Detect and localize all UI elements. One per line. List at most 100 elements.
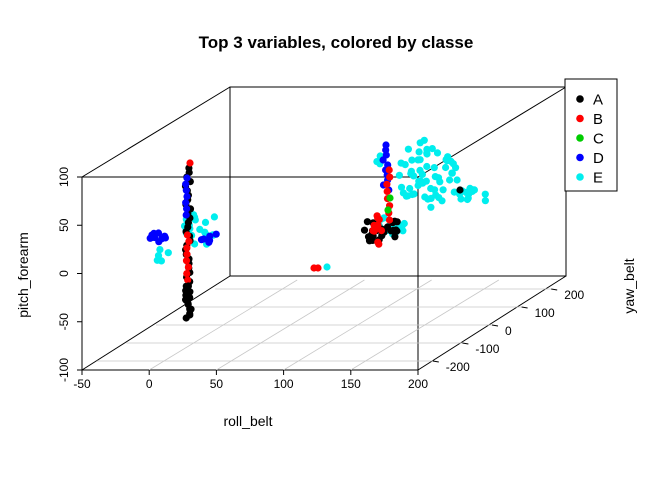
point-E (421, 193, 429, 201)
point-B (374, 224, 382, 232)
point-D (183, 205, 191, 213)
x-tick-label: 150 (341, 377, 361, 391)
point-B (182, 257, 191, 265)
point-B (314, 264, 322, 272)
point-D (206, 232, 214, 240)
y-axis: -200 -100 0 100 200 (432, 288, 585, 374)
point-E (395, 171, 403, 179)
point-D (182, 211, 190, 219)
point-E (164, 249, 172, 257)
point-E (416, 166, 424, 174)
point-E (416, 177, 425, 185)
point-D (205, 238, 213, 246)
y-axis-label: yaw_belt (621, 258, 637, 313)
legend-label: E (593, 170, 603, 187)
z-axis: -100 -50 0 50 100 (57, 167, 82, 382)
point-E (428, 145, 436, 153)
point-B (385, 216, 394, 224)
point-E (446, 176, 454, 184)
point-D (182, 199, 190, 207)
legend-marker (576, 134, 584, 142)
point-E (196, 225, 204, 233)
point-D (182, 186, 190, 194)
point-B (183, 270, 191, 278)
floor-grid (96, 279, 552, 371)
point-B (183, 250, 191, 258)
z-axis-label: pitch_forearm (15, 232, 31, 318)
z-tick-label: 50 (57, 218, 71, 232)
point-E (423, 162, 431, 171)
plot-box (81, 86, 567, 371)
point-E (404, 145, 412, 153)
point-E (399, 189, 407, 197)
x-tick-label: 100 (274, 377, 294, 391)
point-A (383, 223, 392, 231)
x-tick-label: 200 (408, 377, 428, 391)
y-tick-mark (521, 306, 528, 309)
point-E (323, 263, 331, 271)
point-D (200, 235, 208, 243)
point-D (379, 156, 387, 164)
point-E (422, 177, 430, 185)
point-E (427, 184, 435, 193)
point-E (427, 203, 435, 211)
y-tick-label: -200 (446, 360, 470, 374)
point-D (212, 230, 220, 238)
point-A (186, 294, 194, 302)
x-tick-label: 0 (146, 377, 153, 391)
point-B (183, 231, 191, 239)
point-E (201, 218, 210, 226)
point-D (182, 180, 190, 188)
x-axis-label: roll_belt (223, 413, 272, 429)
point-B (184, 276, 192, 284)
point-A (184, 282, 192, 290)
point-E (435, 194, 443, 202)
point-E (156, 246, 164, 254)
y-tick-mark (462, 342, 469, 345)
point-D (146, 234, 154, 242)
point-A (392, 226, 400, 234)
point-A (184, 299, 192, 307)
point-E (410, 172, 418, 180)
point-E (420, 136, 428, 144)
point-A (360, 226, 369, 234)
point-B (386, 173, 394, 181)
point-B (383, 187, 391, 195)
point-B (385, 166, 393, 174)
x-tick-label: -50 (73, 377, 91, 391)
point-E (399, 221, 407, 229)
y-tick-label: -100 (475, 342, 499, 356)
legend-label: B (593, 111, 603, 128)
point-E (481, 190, 489, 198)
point-E (442, 163, 450, 172)
point-E (449, 160, 457, 168)
point-E (427, 194, 435, 202)
point-E (157, 257, 165, 265)
point-A (391, 233, 399, 241)
point-A (456, 186, 464, 194)
point-E (415, 148, 423, 156)
point-B (184, 263, 192, 271)
point-E (481, 197, 489, 205)
y-tick-label: 0 (505, 324, 512, 338)
point-B (375, 240, 383, 248)
point-A (363, 218, 371, 226)
point-A (186, 311, 194, 319)
point-E (470, 186, 478, 194)
y-tick-mark (432, 360, 439, 363)
z-tick-label: 100 (57, 167, 71, 187)
y-tick-label: 200 (564, 288, 584, 302)
point-E (448, 169, 456, 177)
point-E (406, 184, 414, 193)
point-E (430, 164, 438, 172)
point-E (443, 155, 451, 163)
point-E (397, 183, 406, 191)
legend-label: C (593, 131, 604, 148)
z-tick-label: -100 (57, 358, 71, 382)
x-axis: -50 0 50 100 150 200 (73, 370, 428, 391)
legend-marker (576, 95, 584, 103)
point-B (185, 237, 193, 245)
y-tick-label: 100 (535, 306, 555, 320)
point-E (433, 149, 442, 157)
point-E (397, 159, 405, 167)
